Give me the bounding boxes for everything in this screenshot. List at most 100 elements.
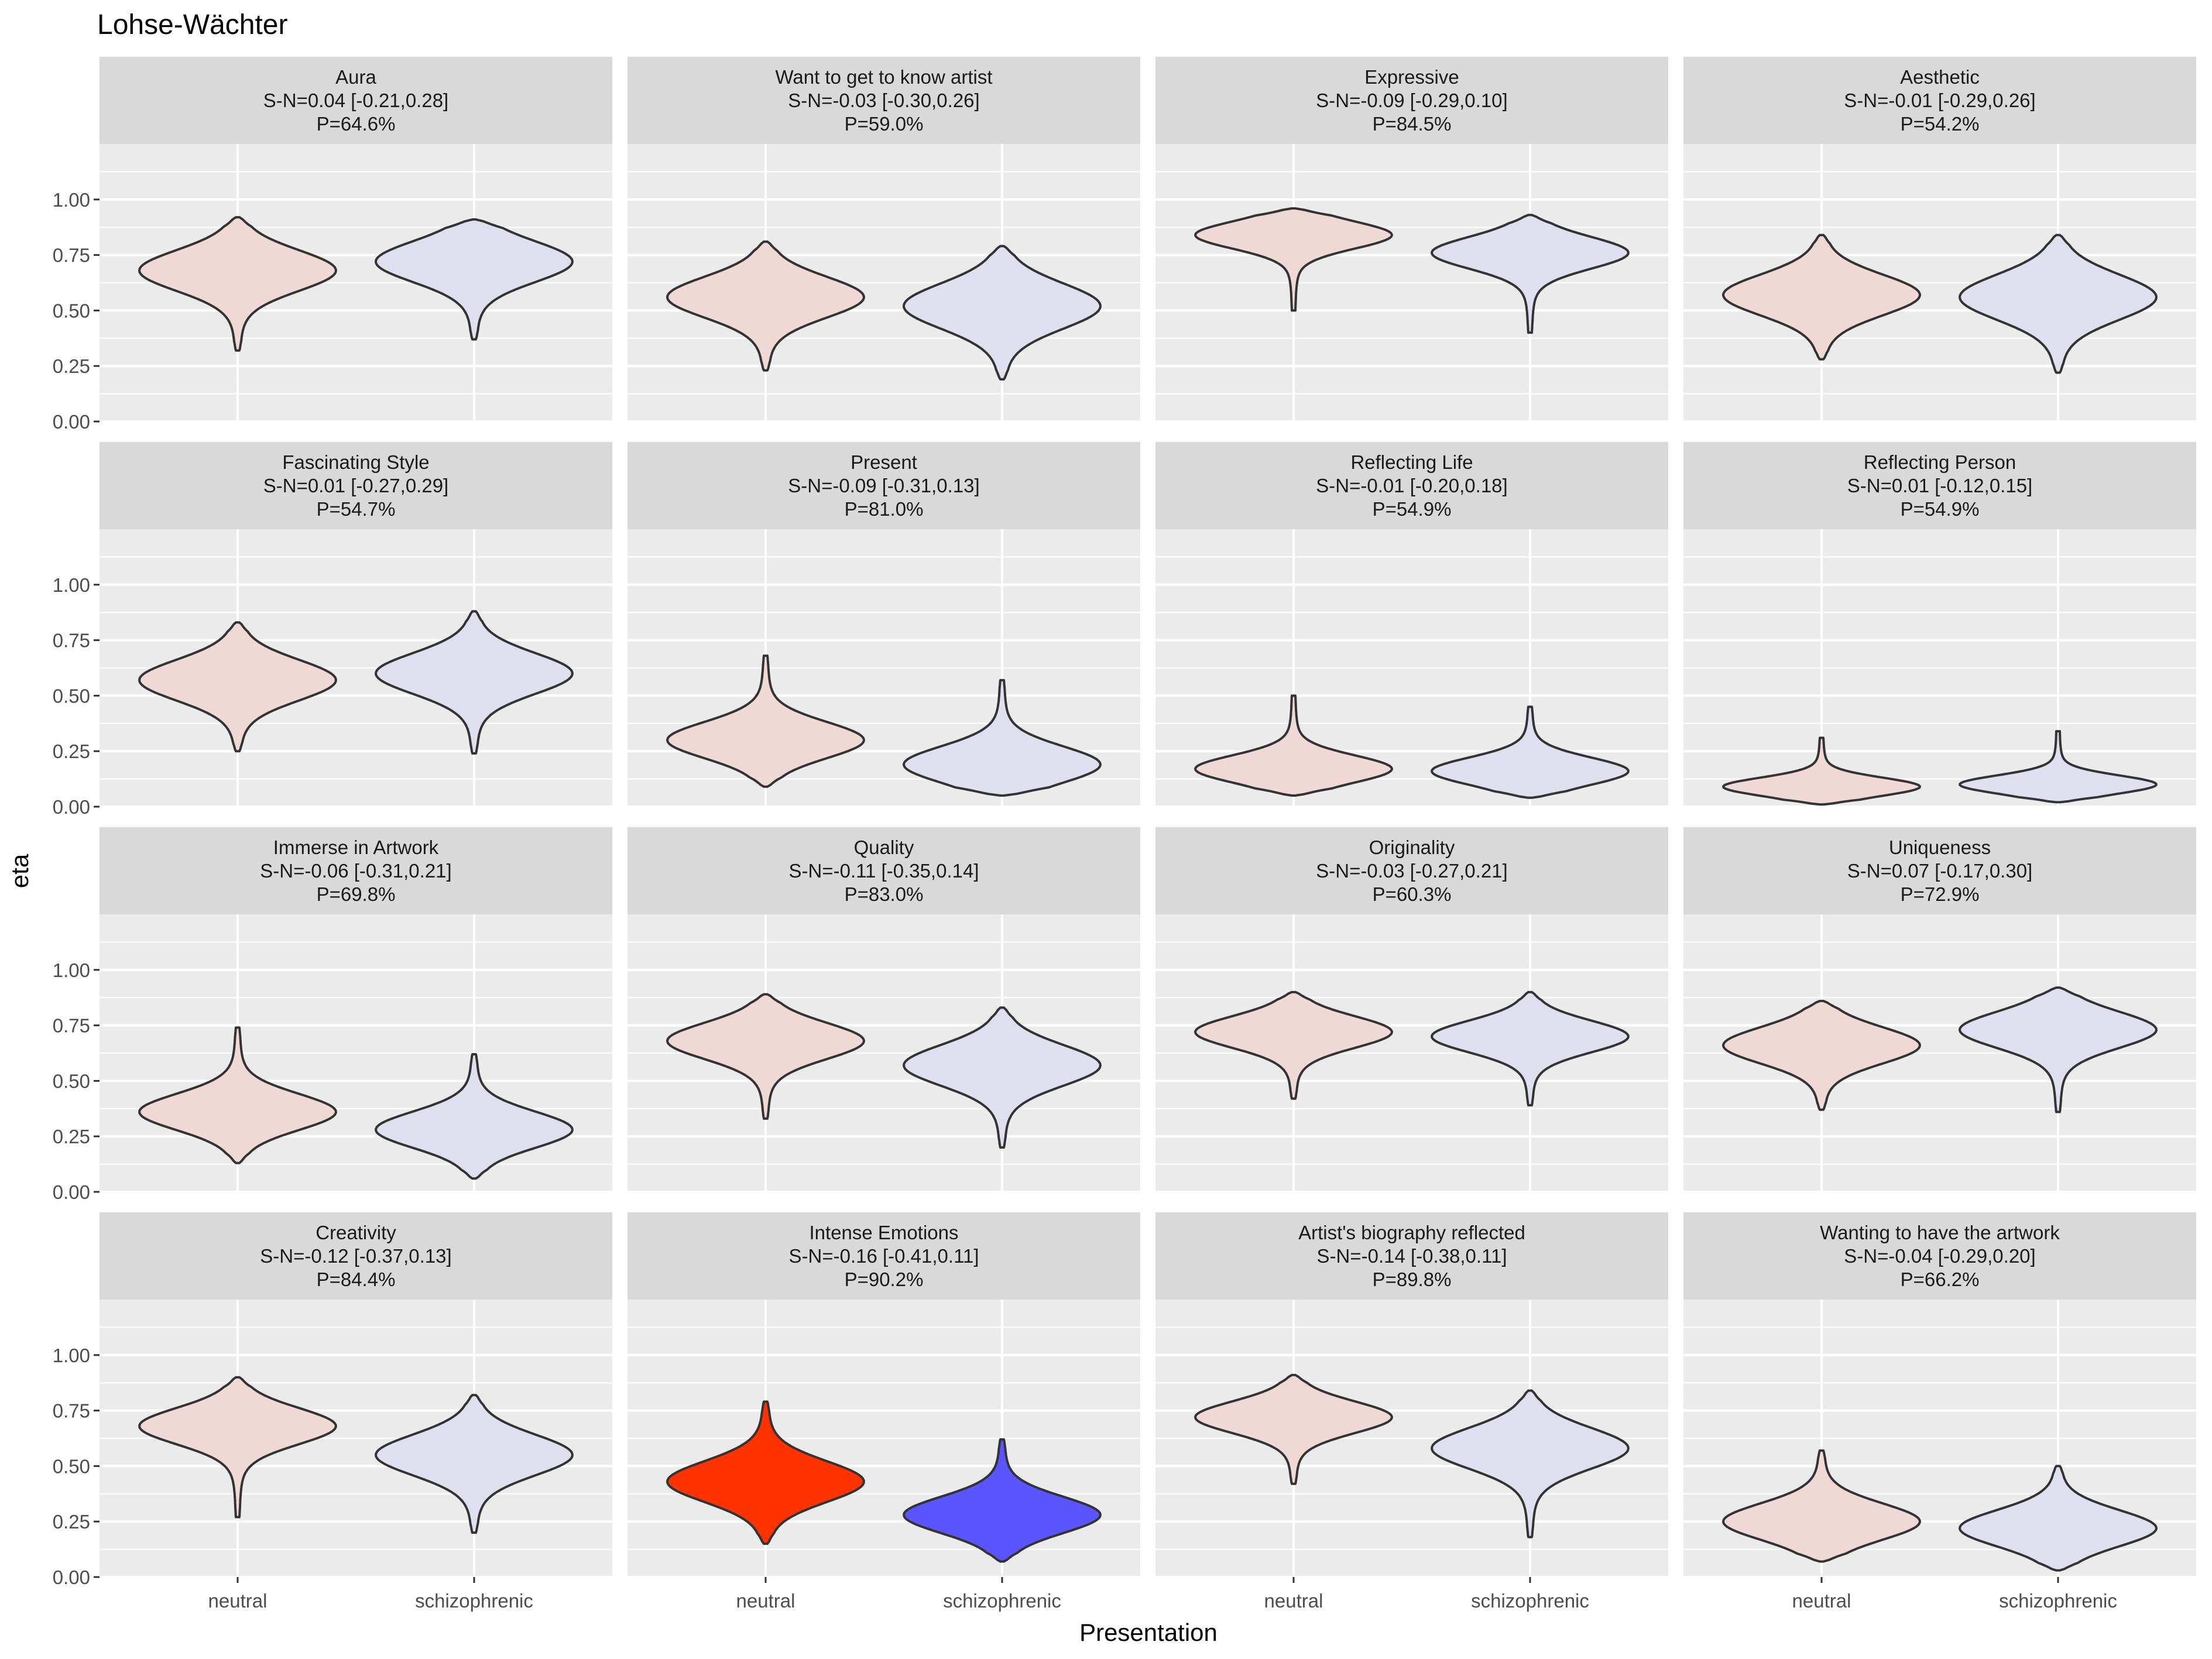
facet-effect: S-N=-0.04 [-0.29,0.20]: [1844, 1245, 2035, 1267]
facet-probability: P=72.9%: [1901, 883, 1980, 905]
facet-strip: [1683, 827, 2196, 914]
violin-neutral: [138, 1026, 337, 1164]
y-tick-label: 1.00: [53, 959, 90, 981]
facet-effect: S-N=-0.11 [-0.35,0.14]: [789, 860, 979, 882]
facet-strip: [1155, 57, 1668, 144]
x-tick-label: schizophrenic: [415, 1590, 533, 1612]
facet-effect: S-N=0.07 [-0.17,0.30]: [1847, 860, 2032, 882]
facet-strip: [627, 1212, 1140, 1300]
y-tick-label: 0.00: [53, 1181, 90, 1203]
violin-neutral: [1194, 207, 1393, 312]
violin-neutral: [138, 216, 337, 352]
violin-schizophrenic: [1959, 986, 2158, 1113]
violin-schizophrenic: [1959, 234, 2158, 374]
x-tick-label: neutral: [1792, 1590, 1851, 1612]
x-tick-label: schizophrenic: [1999, 1590, 2117, 1612]
facet-strip: [1155, 1212, 1668, 1300]
violin-schizophrenic: [1431, 705, 1630, 799]
facet-probability: P=83.0%: [845, 883, 924, 905]
violin-schizophrenic: [375, 1394, 574, 1534]
facet-strip: [627, 827, 1140, 914]
y-tick-label: 0.00: [53, 796, 90, 818]
violin-schizophrenic: [903, 1438, 1102, 1563]
facet-effect: S-N=0.01 [-0.27,0.29]: [263, 475, 448, 496]
y-tick-label: 0.50: [53, 300, 90, 321]
y-tick-label: 0.75: [53, 630, 90, 652]
violin-neutral: [1194, 694, 1393, 797]
facet-title: Originality: [1369, 837, 1455, 858]
y-tick-label: 0.50: [53, 685, 90, 707]
facet-strip: [627, 442, 1140, 529]
facet-title: Aura: [335, 66, 376, 88]
facet-probability: P=59.0%: [845, 113, 924, 135]
violin-schizophrenic: [1431, 1389, 1630, 1538]
violin-neutral: [1722, 1449, 1921, 1563]
facet-effect: S-N=-0.03 [-0.27,0.21]: [1316, 860, 1507, 882]
y-tick-label: 0.75: [53, 1015, 90, 1037]
facet-title: Wanting to have the artwork: [1820, 1222, 2060, 1243]
facet-strip: [100, 442, 612, 529]
facet-probability: P=90.2%: [845, 1269, 924, 1290]
y-tick-label: 0.25: [53, 355, 90, 377]
violin-schizophrenic: [1431, 214, 1630, 334]
facet-strip: [100, 1212, 612, 1300]
facet-strip: [627, 57, 1140, 144]
facet-effect: S-N=-0.01 [-0.29,0.26]: [1844, 90, 2035, 111]
violin-schizophrenic: [903, 1006, 1102, 1149]
facet-strip: [1683, 57, 2196, 144]
violin-neutral: [666, 654, 865, 788]
violin-schizophrenic: [375, 610, 574, 755]
facet-title: Artist's biography reflected: [1298, 1222, 1525, 1243]
facet-strip: [100, 57, 612, 144]
x-tick-label: schizophrenic: [1471, 1590, 1589, 1612]
y-tick-label: 0.25: [53, 1511, 90, 1533]
facet-title: Reflecting Person: [1864, 451, 2016, 473]
facet-title: Present: [850, 451, 917, 473]
facet-probability: P=64.6%: [317, 113, 396, 135]
facet-strip: [1155, 827, 1668, 914]
x-tick-label: neutral: [736, 1590, 795, 1612]
violin-schizophrenic: [1431, 990, 1630, 1107]
violin-neutral: [666, 993, 865, 1120]
facet-effect: S-N=-0.09 [-0.31,0.13]: [788, 475, 979, 496]
facet-title: Fascinating Style: [282, 451, 429, 473]
facet-title: Reflecting Life: [1350, 451, 1473, 473]
facet-probability: P=84.5%: [1373, 113, 1452, 135]
x-tick-label: schizophrenic: [943, 1590, 1061, 1612]
violin-neutral: [666, 1400, 865, 1545]
violin-neutral: [1194, 1373, 1393, 1485]
facet-title: Quality: [854, 837, 914, 858]
violin-neutral: [1722, 234, 1921, 361]
y-tick-label: 0.00: [53, 1567, 90, 1588]
facet-title: Creativity: [315, 1222, 396, 1243]
y-axis-title: eta: [6, 854, 33, 888]
facet-probability: P=54.9%: [1373, 498, 1452, 520]
y-tick-label: 0.00: [53, 411, 90, 433]
violin-schizophrenic: [375, 1053, 574, 1180]
facet-effect: S-N=-0.09 [-0.29,0.10]: [1316, 90, 1507, 111]
violin-neutral: [1194, 990, 1393, 1100]
facet-title: Aesthetic: [1900, 66, 1980, 88]
x-tick-label: neutral: [1264, 1590, 1323, 1612]
facet-title: Immerse in Artwork: [273, 837, 439, 858]
violin-schizophrenic: [903, 678, 1102, 797]
facet-title: Uniqueness: [1889, 837, 1991, 858]
facet-probability: P=69.8%: [317, 883, 396, 905]
violin-neutral: [666, 240, 865, 372]
facet-effect: S-N=-0.12 [-0.37,0.13]: [260, 1245, 451, 1267]
violin-schizophrenic: [1959, 730, 2158, 804]
x-tick-label: neutral: [208, 1590, 268, 1612]
violin-schizophrenic: [1959, 1465, 2158, 1572]
facet-strip: [1155, 442, 1668, 529]
